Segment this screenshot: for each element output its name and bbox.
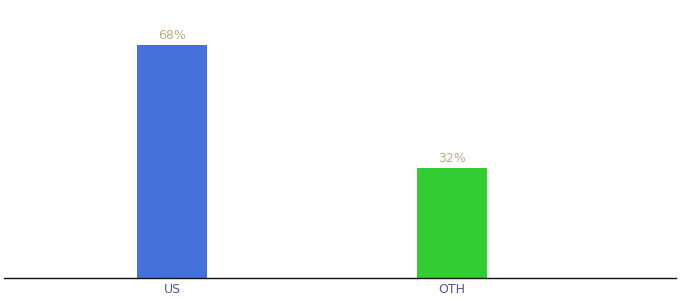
Bar	[137, 45, 207, 278]
Text: 32%: 32%	[438, 152, 466, 165]
Bar	[417, 168, 487, 278]
Text: 68%: 68%	[158, 29, 186, 42]
